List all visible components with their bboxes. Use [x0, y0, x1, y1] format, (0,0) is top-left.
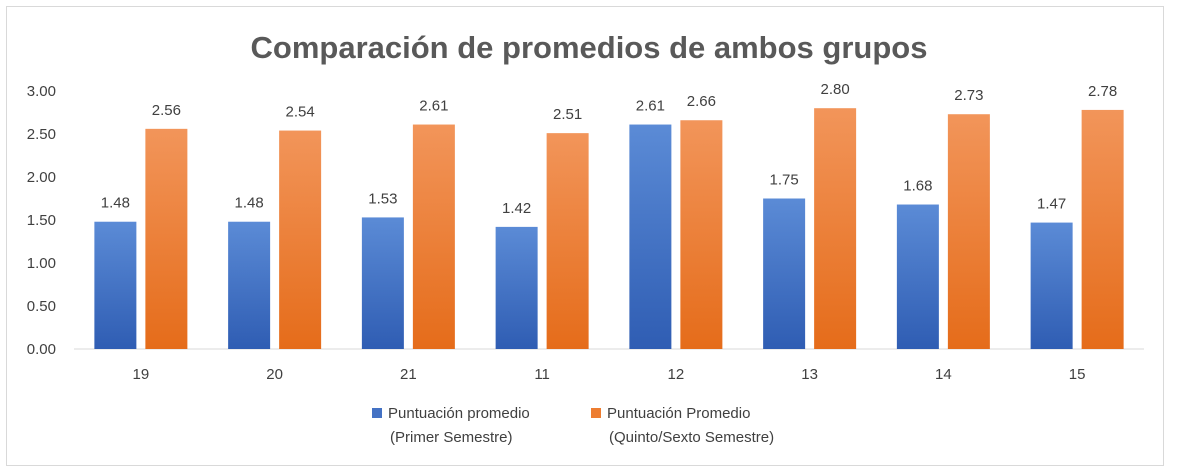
data-label: 2.80	[821, 81, 850, 98]
data-label: 1.68	[903, 178, 932, 195]
bar-series-2	[680, 120, 723, 350]
legend-label: Puntuación Promedio	[607, 405, 750, 422]
bars: 1.48 2.56 1.48 2.54 1.53 2.61 1.42 2.51 2.61 2.66…	[94, 81, 1124, 350]
x-tick-label: 20	[266, 366, 283, 383]
y-tick-label: 2.50	[27, 126, 56, 143]
data-label: 1.48	[101, 195, 130, 212]
bar-series-1	[629, 124, 672, 349]
legend-label: (Quinto/Sexto Semestre)	[609, 429, 774, 446]
x-tick-label: 15	[1069, 366, 1086, 383]
bar-series-1	[896, 204, 939, 349]
y-tick-label: 0.50	[27, 298, 56, 315]
x-tick-label: 12	[668, 366, 685, 383]
legend-label: (Primer Semestre)	[390, 429, 513, 446]
data-label: 1.75	[770, 172, 799, 189]
legend-swatch	[591, 408, 601, 418]
bar-series-2	[412, 124, 455, 349]
bar-series-1	[228, 221, 271, 349]
data-label: 2.56	[152, 102, 181, 119]
y-axis: 0.00 0.50 1.00 1.50 2.00 2.50 3.00	[27, 83, 56, 358]
x-tick-label: 21	[400, 366, 417, 383]
data-label: 1.47	[1037, 196, 1066, 213]
data-label: 1.42	[502, 200, 531, 217]
data-label: 1.48	[235, 195, 264, 212]
y-tick-label: 1.50	[27, 212, 56, 229]
bar-series-1	[763, 198, 806, 349]
bar-series-2	[1081, 109, 1124, 349]
data-label: 1.53	[368, 190, 397, 207]
bar-series-1	[361, 217, 404, 349]
legend-label: Puntuación promedio	[388, 405, 530, 422]
data-label: 2.61	[419, 98, 448, 115]
y-tick-label: 0.00	[27, 341, 56, 358]
data-label: 2.78	[1088, 83, 1117, 100]
x-tick-label: 13	[801, 366, 818, 383]
x-tick-label: 19	[133, 366, 150, 383]
bar-series-2	[145, 128, 188, 349]
bar-series-2	[546, 133, 589, 349]
bar-series-1	[495, 226, 538, 349]
legend-swatch	[372, 408, 382, 418]
y-tick-label: 3.00	[27, 83, 56, 100]
y-tick-label: 2.00	[27, 169, 56, 186]
y-tick-label: 1.00	[27, 255, 56, 272]
chart-title: Comparación de promedios de ambos grupos	[251, 30, 928, 65]
x-tick-label: 11	[534, 366, 550, 383]
bar-series-1	[94, 221, 137, 349]
bar-series-2	[814, 108, 857, 349]
legend: Puntuación promedio (Primer Semestre) Punt…	[372, 405, 774, 446]
bar-series-2	[947, 114, 990, 349]
data-label: 2.66	[687, 93, 716, 110]
data-label: 2.73	[954, 87, 983, 104]
bar-series-1	[1030, 222, 1073, 349]
data-label: 2.51	[553, 106, 582, 123]
data-label: 2.61	[636, 98, 665, 115]
x-axis: 19 20 21 11 12 13 14 15	[133, 366, 1086, 383]
x-tick-label: 14	[935, 366, 952, 383]
data-label: 2.54	[286, 104, 315, 121]
bar-series-2	[279, 130, 322, 349]
